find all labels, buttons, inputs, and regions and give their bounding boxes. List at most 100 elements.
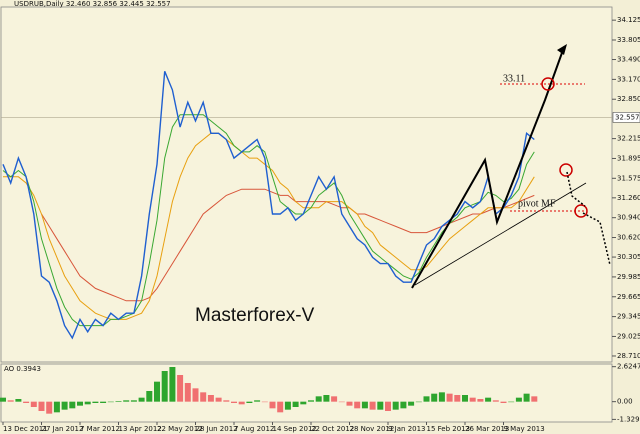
ao-bar <box>331 396 338 402</box>
ao-bar <box>246 401 253 403</box>
ao-bar <box>177 375 184 402</box>
y-tick-label: 31.260 <box>617 194 640 202</box>
ao-tick-label: 2.6247 <box>617 363 640 371</box>
x-tick-label: 14 Sep 2012 <box>273 425 317 433</box>
x-tick-label: 26 Mar 2013 <box>465 425 509 433</box>
ao-bar <box>154 381 160 402</box>
ao-bar <box>500 401 507 403</box>
ao-bar <box>15 399 22 402</box>
last-price-box <box>612 112 640 123</box>
y-tick-label: 30.940 <box>617 214 640 222</box>
x-tick-label: 22 Oct 2012 <box>311 425 354 433</box>
ao-bar <box>53 401 60 413</box>
ao-bar <box>30 401 37 407</box>
y-tick-label: 28.710 <box>617 352 640 360</box>
last-price-label: 32.557 <box>615 113 640 121</box>
ao-bar <box>269 401 276 409</box>
ao-bar <box>161 371 168 402</box>
annotation: Masterforex-V <box>195 305 315 326</box>
ao-bar <box>338 401 345 403</box>
x-tick-label: 27 Jan 2012 <box>42 425 84 433</box>
ao-bar <box>123 400 130 402</box>
ao-bar <box>238 401 245 405</box>
ao-bar <box>107 401 114 403</box>
ao-bar <box>385 401 391 411</box>
ao-bar <box>207 395 214 402</box>
main-panel <box>0 6 613 363</box>
ao-bar <box>369 401 376 410</box>
ao-bar <box>7 400 14 402</box>
annotation: pivot MF <box>518 198 556 209</box>
ao-bar <box>130 400 137 402</box>
ao-bar <box>392 401 399 410</box>
ao-bar <box>231 401 237 403</box>
ao-bar <box>469 397 476 402</box>
ao-bar <box>377 401 384 410</box>
x-tick-label: 28 Nov 2012 <box>350 425 395 433</box>
ao-bar <box>169 367 176 402</box>
marker-circle <box>559 163 573 177</box>
y-tick-label: 34.125 <box>617 16 640 24</box>
y-tick-label: 31.895 <box>617 154 640 162</box>
ao-bar <box>346 401 353 406</box>
x-tick-label: 9 Jan 2013 <box>388 425 426 433</box>
ao-bar <box>223 400 230 402</box>
ao-bar <box>477 399 484 402</box>
ao-bar <box>315 396 322 402</box>
x-tick-label: 13 Dec 2011 <box>3 425 48 433</box>
ao-bar <box>284 401 291 410</box>
ao-bar <box>446 393 453 402</box>
ao-bar <box>515 397 522 402</box>
ao-bar <box>192 388 199 402</box>
y-tick-label: 33.490 <box>617 56 640 64</box>
ao-bar <box>138 397 145 402</box>
ao-bar <box>200 392 207 402</box>
y-tick-label: 30.620 <box>617 234 640 242</box>
ao-bar <box>431 393 438 402</box>
ao-bar <box>415 401 422 403</box>
x-tick-label: 9 May 2013 <box>504 425 545 433</box>
y-tick-label: 31.575 <box>617 174 640 182</box>
ao-bar <box>408 401 415 406</box>
ao-bar <box>292 401 299 407</box>
ao-bar <box>531 396 538 402</box>
ao-tick-label: -1.3295 <box>617 415 640 423</box>
path-arrow <box>566 171 586 207</box>
y-tick-label: 30.305 <box>617 253 640 261</box>
chart-title: USDRUB,Daily 32.460 32.856 32.445 32.557 <box>14 0 171 8</box>
ao-bar <box>300 401 307 405</box>
ao-bar <box>354 401 361 409</box>
marker-circle <box>574 204 588 218</box>
ao-panel <box>0 363 613 423</box>
channel-line <box>414 182 587 286</box>
ao-bar <box>215 397 222 402</box>
ao-bar <box>46 401 53 414</box>
ao-bar <box>0 397 6 402</box>
ao-bar <box>361 401 368 409</box>
series-line <box>2 71 535 340</box>
ao-bar <box>254 400 261 402</box>
y-tick-label: 29.985 <box>617 273 640 281</box>
ao-tick-label: 0.00 <box>617 398 633 406</box>
path-arrow <box>582 212 611 266</box>
ao-bar <box>462 395 468 402</box>
arrow-head <box>557 44 567 55</box>
x-tick-label: 22 May 2012 <box>157 425 203 433</box>
series-line <box>41 188 535 302</box>
x-tick-label: 7 Aug 2012 <box>234 425 274 433</box>
x-tick-label: 15 Feb 2013 <box>427 425 471 433</box>
ao-bar <box>438 392 445 402</box>
x-tick-label: 13 Apr 2012 <box>119 425 162 433</box>
ao-bar <box>508 401 515 403</box>
y-tick-label: 29.665 <box>617 293 640 301</box>
ao-bar <box>61 401 68 410</box>
ao-bar <box>77 401 83 406</box>
ao-bar <box>38 401 45 411</box>
ao-bar <box>184 383 191 402</box>
x-tick-label: 7 Mar 2012 <box>80 425 120 433</box>
ao-bar <box>69 401 76 409</box>
y-tick-label: 29.025 <box>617 332 640 340</box>
ao-bar <box>523 393 530 402</box>
drawings <box>411 44 611 289</box>
ao-bar <box>423 396 430 402</box>
